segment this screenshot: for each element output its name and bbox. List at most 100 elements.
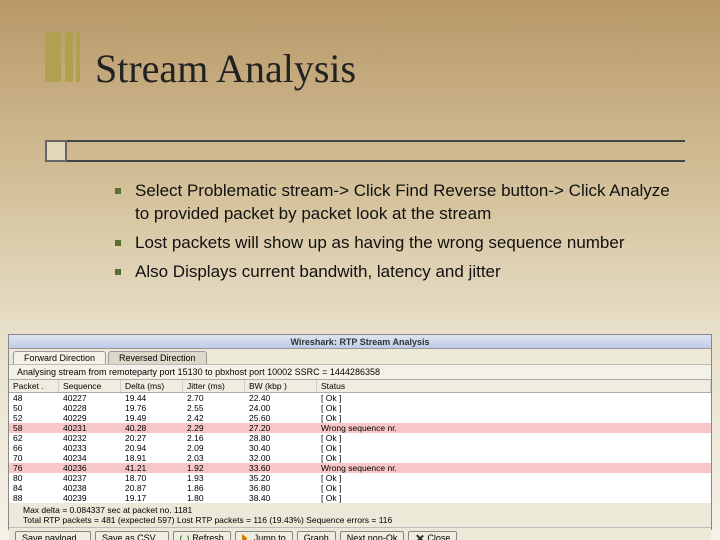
refresh-button[interactable]: Refresh xyxy=(173,531,231,540)
tab-reversed[interactable]: Reversed Direction xyxy=(108,351,207,364)
cell: 1.80 xyxy=(183,493,245,503)
cell: 40231 xyxy=(59,423,121,433)
cell: 1.93 xyxy=(183,473,245,483)
cell: 19.17 xyxy=(121,493,183,503)
cell: 41.21 xyxy=(121,463,183,473)
cell: 19.44 xyxy=(121,393,183,403)
table-body: 484022719.442.7022.40[ Ok ]504022819.762… xyxy=(9,393,711,503)
cell: 28.80 xyxy=(245,433,317,443)
cell: 19.49 xyxy=(121,413,183,423)
cell: 48 xyxy=(9,393,59,403)
save-csv-button[interactable]: Save as CSV... xyxy=(95,531,169,540)
cell: 32.00 xyxy=(245,453,317,463)
cell: 25.60 xyxy=(245,413,317,423)
tab-forward[interactable]: Forward Direction xyxy=(13,351,106,364)
cell: 80 xyxy=(9,473,59,483)
cell: Wrong sequence nr. xyxy=(317,423,711,433)
graph-button[interactable]: Graph xyxy=(297,531,336,540)
cell: 52 xyxy=(9,413,59,423)
cell: 2.09 xyxy=(183,443,245,453)
cell: 2.03 xyxy=(183,453,245,463)
jump-button[interactable]: Jump to xyxy=(235,531,293,540)
cell: [ Ok ] xyxy=(317,403,711,413)
cell: 36.80 xyxy=(245,483,317,493)
cell: 2.55 xyxy=(183,403,245,413)
col-jitter[interactable]: Jitter (ms) xyxy=(183,380,245,392)
cell: 70 xyxy=(9,453,59,463)
stat-line: Max delta = 0.084337 sec at packet no. 1… xyxy=(23,505,697,515)
cell: [ Ok ] xyxy=(317,413,711,423)
cell: 2.29 xyxy=(183,423,245,433)
table-row[interactable]: 584023140.282.2927.20Wrong sequence nr. xyxy=(9,423,711,433)
button-label: Save as CSV... xyxy=(102,533,162,540)
col-packet[interactable]: Packet . xyxy=(9,380,59,392)
cell: 40236 xyxy=(59,463,121,473)
cell: Wrong sequence nr. xyxy=(317,463,711,473)
button-label: Jump to xyxy=(254,533,286,540)
tab-bar: Forward Direction Reversed Direction xyxy=(9,349,711,364)
cell: 18.91 xyxy=(121,453,183,463)
table-row[interactable]: 484022719.442.7022.40[ Ok ] xyxy=(9,393,711,403)
table-row[interactable]: 624023220.272.1628.80[ Ok ] xyxy=(9,433,711,443)
cell: 40227 xyxy=(59,393,121,403)
cell: 24.00 xyxy=(245,403,317,413)
stats-area: Max delta = 0.084337 sec at packet no. 1… xyxy=(9,503,711,527)
table-row[interactable]: 804023718.701.9335.20[ Ok ] xyxy=(9,473,711,483)
cell: [ Ok ] xyxy=(317,493,711,503)
cell: 19.76 xyxy=(121,403,183,413)
cell: 62 xyxy=(9,433,59,443)
cell: [ Ok ] xyxy=(317,453,711,463)
cell: 20.94 xyxy=(121,443,183,453)
table-row[interactable]: 844023820.871.8636.80[ Ok ] xyxy=(9,483,711,493)
table-row[interactable]: 764023641.211.9233.60Wrong sequence nr. xyxy=(9,463,711,473)
table-row[interactable]: 524022919.492.4225.60[ Ok ] xyxy=(9,413,711,423)
col-status[interactable]: Status xyxy=(317,380,711,392)
table-row[interactable]: 664023320.942.0930.40[ Ok ] xyxy=(9,443,711,453)
col-delta[interactable]: Delta (ms) xyxy=(121,380,183,392)
cell: 84 xyxy=(9,483,59,493)
button-label: Graph xyxy=(304,533,329,540)
close-button[interactable]: Close xyxy=(408,531,457,540)
page-title: Stream Analysis xyxy=(95,45,356,92)
col-sequence[interactable]: Sequence xyxy=(59,380,121,392)
col-bw[interactable]: BW (kbp ) xyxy=(245,380,317,392)
cell: 33.60 xyxy=(245,463,317,473)
next-non-ok-button[interactable]: Next non-Ok xyxy=(340,531,405,540)
list-item: Lost packets will show up as having the … xyxy=(115,232,685,255)
stream-info: Analysing stream from remoteparty port 1… xyxy=(9,364,711,379)
cell: 22.40 xyxy=(245,393,317,403)
cell: 50 xyxy=(9,403,59,413)
cell: 66 xyxy=(9,443,59,453)
table-row[interactable]: 704023418.912.0332.00[ Ok ] xyxy=(9,453,711,463)
cell: [ Ok ] xyxy=(317,433,711,443)
table-row[interactable]: 504022819.762.5524.00[ Ok ] xyxy=(9,403,711,413)
cell: [ Ok ] xyxy=(317,443,711,453)
wireshark-window: Wireshark: RTP Stream Analysis Forward D… xyxy=(8,334,712,530)
button-bar: Save payload... Save as CSV... Refresh Jump… xyxy=(9,527,711,540)
divider xyxy=(45,140,685,162)
divider-square xyxy=(45,140,67,162)
cell: [ Ok ] xyxy=(317,393,711,403)
cell: 40237 xyxy=(59,473,121,483)
cell: 38.40 xyxy=(245,493,317,503)
window-title: Wireshark: RTP Stream Analysis xyxy=(9,335,711,349)
save-payload-button[interactable]: Save payload... xyxy=(15,531,91,540)
cell: 2.16 xyxy=(183,433,245,443)
cell: 40238 xyxy=(59,483,121,493)
cell: 88 xyxy=(9,493,59,503)
table-row[interactable]: 884023919.171.8038.40[ Ok ] xyxy=(9,493,711,503)
cell: 40234 xyxy=(59,453,121,463)
cell: 40228 xyxy=(59,403,121,413)
cell: [ Ok ] xyxy=(317,483,711,493)
cell: 2.70 xyxy=(183,393,245,403)
cell: 2.42 xyxy=(183,413,245,423)
table-header: Packet . Sequence Delta (ms) Jitter (ms)… xyxy=(9,379,711,393)
button-label: Next non-Ok xyxy=(347,533,398,540)
cell: 58 xyxy=(9,423,59,433)
button-label: Save payload... xyxy=(22,533,84,540)
list-item: Also Displays current bandwith, latency … xyxy=(115,261,685,284)
cell: 20.27 xyxy=(121,433,183,443)
cell: 40232 xyxy=(59,433,121,443)
cell: 40.28 xyxy=(121,423,183,433)
button-label: Refresh xyxy=(192,533,224,540)
